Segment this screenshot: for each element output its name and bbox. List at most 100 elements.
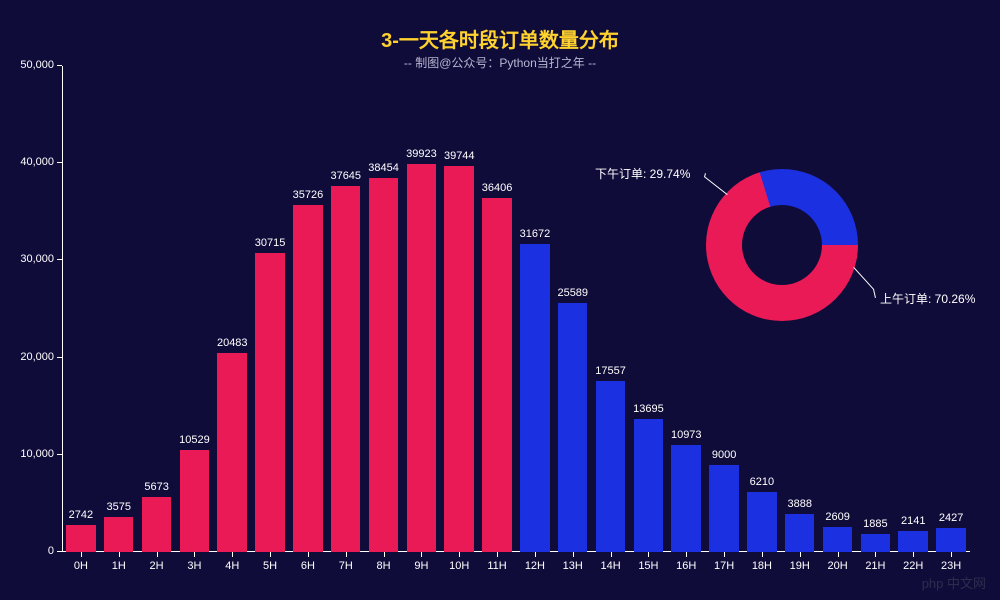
x-tick: [800, 552, 801, 557]
bar-value-label: 38454: [368, 162, 399, 174]
bar: [634, 419, 664, 552]
x-tick-label: 5H: [251, 560, 289, 572]
x-tick: [232, 552, 233, 557]
x-tick-label: 18H: [743, 560, 781, 572]
donut-label-pm: 下午订单: 29.74%: [595, 165, 690, 182]
bar-value-label: 37645: [330, 170, 361, 182]
bar: [180, 450, 210, 552]
x-tick-label: 21H: [857, 560, 895, 572]
y-tick-label: 20,000: [4, 351, 54, 363]
x-tick: [648, 552, 649, 557]
bar-value-label: 6210: [750, 476, 774, 488]
bar: [255, 253, 285, 552]
bar: [936, 528, 966, 552]
x-tick-label: 9H: [403, 560, 441, 572]
bar: [369, 178, 399, 552]
y-tick: [57, 357, 62, 358]
y-axis-line: [62, 66, 63, 552]
bar: [898, 531, 928, 552]
x-tick: [875, 552, 876, 557]
x-tick: [384, 552, 385, 557]
bar: [747, 492, 777, 552]
x-tick-label: 3H: [176, 560, 214, 572]
x-tick: [346, 552, 347, 557]
bar: [407, 164, 437, 552]
y-tick-label: 30,000: [4, 253, 54, 265]
x-tick-label: 2H: [138, 560, 176, 572]
x-tick: [497, 552, 498, 557]
y-tick: [57, 551, 62, 552]
bar: [596, 381, 626, 552]
bar: [558, 303, 588, 552]
bar-value-label: 25589: [557, 287, 588, 299]
x-tick: [838, 552, 839, 557]
x-tick-label: 6H: [289, 560, 327, 572]
y-tick: [57, 162, 62, 163]
donut-hole: [742, 205, 822, 285]
x-tick: [157, 552, 158, 557]
bar: [217, 353, 247, 552]
x-tick: [573, 552, 574, 557]
y-tick-label: 0: [4, 545, 54, 557]
x-tick: [686, 552, 687, 557]
bar: [861, 534, 891, 552]
bar-value-label: 39744: [444, 150, 475, 162]
bar: [709, 465, 739, 552]
bar-value-label: 30715: [255, 237, 286, 249]
bar-value-label: 20483: [217, 337, 248, 349]
x-tick-label: 16H: [667, 560, 705, 572]
bar-value-label: 39923: [406, 148, 437, 160]
bar: [520, 244, 550, 552]
x-tick-label: 0H: [62, 560, 100, 572]
x-tick-label: 23H: [932, 560, 970, 572]
bar-value-label: 10529: [179, 434, 210, 446]
x-tick-label: 22H: [894, 560, 932, 572]
x-tick-label: 7H: [327, 560, 365, 572]
x-tick: [951, 552, 952, 557]
bar: [66, 525, 96, 552]
x-tick-label: 12H: [516, 560, 554, 572]
bar-value-label: 2742: [69, 509, 93, 521]
x-tick-label: 11H: [478, 560, 516, 572]
bar-value-label: 13695: [633, 403, 664, 415]
bar: [331, 186, 361, 552]
bar-value-label: 3888: [788, 498, 812, 510]
bar-value-label: 1885: [863, 518, 887, 530]
chart-title: 3-一天各时段订单数量分布: [0, 24, 1000, 53]
x-tick: [724, 552, 725, 557]
x-tick-label: 20H: [819, 560, 857, 572]
x-tick-label: 14H: [592, 560, 630, 572]
x-tick-label: 17H: [705, 560, 743, 572]
donut-label-am: 上午订单: 70.26%: [880, 290, 975, 307]
x-tick: [913, 552, 914, 557]
x-tick: [81, 552, 82, 557]
y-tick-label: 40,000: [4, 156, 54, 168]
x-tick-label: 1H: [100, 560, 138, 572]
bar-chart-plot: [62, 66, 970, 552]
bar: [823, 527, 853, 552]
y-tick-label: 10,000: [4, 448, 54, 460]
x-tick: [270, 552, 271, 557]
bar-value-label: 36406: [482, 182, 513, 194]
bar-value-label: 2141: [901, 515, 925, 527]
bar-value-label: 9000: [712, 449, 736, 461]
y-tick: [57, 65, 62, 66]
bar: [293, 205, 323, 552]
x-tick: [308, 552, 309, 557]
bar-value-label: 17557: [595, 365, 626, 377]
y-tick: [57, 454, 62, 455]
bar-value-label: 3575: [107, 501, 131, 513]
bar-value-label: 2427: [939, 512, 963, 524]
bar-value-label: 2609: [825, 511, 849, 523]
bar: [142, 497, 172, 552]
x-tick: [421, 552, 422, 557]
x-tick-label: 8H: [365, 560, 403, 572]
x-tick-label: 19H: [781, 560, 819, 572]
bar-value-label: 31672: [520, 228, 551, 240]
x-tick-label: 15H: [630, 560, 668, 572]
bar-value-label: 5673: [144, 481, 168, 493]
bar: [671, 445, 701, 552]
bar-value-label: 35726: [293, 189, 324, 201]
y-tick-label: 50,000: [4, 59, 54, 71]
x-tick: [119, 552, 120, 557]
